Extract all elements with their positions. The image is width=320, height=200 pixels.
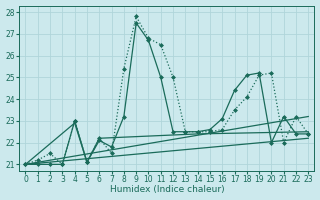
X-axis label: Humidex (Indice chaleur): Humidex (Indice chaleur): [109, 185, 224, 194]
